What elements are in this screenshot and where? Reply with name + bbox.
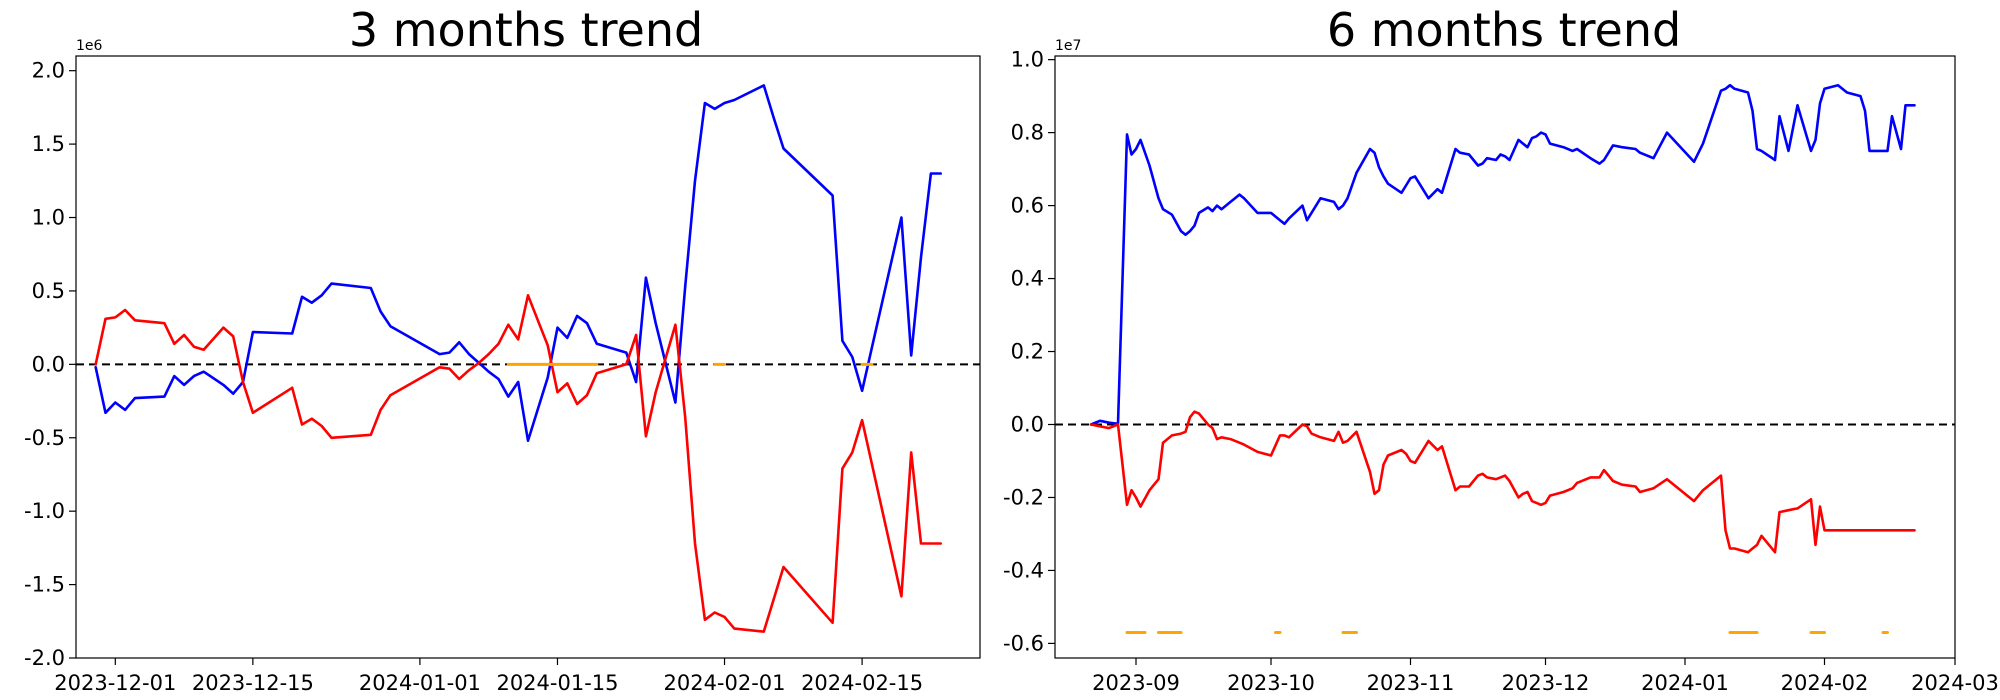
left-y-tick-label: 1.5 [32,132,65,156]
right-chart-title: 6 months trend [1327,3,1681,57]
right-y-tick-label: -0.4 [1003,558,1044,582]
left-y-tick-label: 1.0 [32,206,65,230]
right-x-tick-label: 2024-02 [1781,671,1869,695]
right-y-tick-label: 0.8 [1011,121,1044,145]
left-y-scale-label: 1e6 [76,38,103,54]
right-y-tick-label: 0.0 [1011,412,1044,436]
left-series-line-blue [94,84,943,443]
right-x-tick-label: 2024-03 [1911,671,1999,695]
right-x-tick-label: 2023-09 [1092,671,1180,695]
right-x-tick-label: 2024-01 [1641,671,1729,695]
right-y-tick-label: 0.4 [1011,267,1044,291]
right-x-tick-label: 2023-12 [1502,671,1590,695]
left-chart-title: 3 months trend [349,3,703,57]
right-series-line-red [1089,410,1916,554]
right-plot-area: 1.0 0.8 0.6 0.4 0.2 0.0 -0.2 -0.4 -0.6 2023-09 202… [1003,48,1999,695]
left-y-tick-label: 0.5 [32,279,65,303]
right-y-tick-label: -0.6 [1003,631,1044,655]
left-x-tick-label: 2024-02-01 [663,671,785,695]
right-y-scale-label: 1e7 [1055,38,1081,54]
left-y-tick-label: -1.0 [24,499,65,523]
right-y-tick-label: 0.2 [1011,340,1044,364]
right-chart-panel: 6 months trend 1e7 1.0 0.8 0.6 0.4 0.2 0.0 -0.… [1003,3,1999,695]
right-series-line-blue [1089,83,1916,426]
left-y-tick-label: 2.0 [32,59,65,83]
left-x-tick-label: 2024-01-01 [359,671,481,695]
right-x-tick-label: 2023-10 [1227,671,1315,695]
right-y-tick-label: 0.6 [1011,194,1044,218]
left-x-tick-label: 2023-12-01 [54,671,176,695]
right-y-tick-label: 1.0 [1011,48,1044,72]
left-y-tick-label: -0.5 [24,426,65,450]
left-chart-panel: 3 months trend 1e6 2.0 1.5 1.0 0.5 0.0 -0.5 -1… [24,3,981,695]
left-series-line-red [94,293,943,633]
left-x-tick-label: 2023-12-15 [192,671,314,695]
left-x-tick-label: 2024-01-15 [496,671,618,695]
left-plot-area: 2.0 1.5 1.0 0.5 0.0 -0.5 -1.0 -1.5 -2.02023-12-0… [24,55,981,695]
right-y-tick-label: -0.2 [1003,485,1044,509]
right-x-tick-label: 2023-11 [1367,671,1455,695]
left-y-tick-label: -1.5 [24,573,65,597]
left-y-tick-label: 0.0 [32,352,65,376]
left-axes-frame [75,55,981,659]
left-y-tick-label: -2.0 [24,646,65,670]
right-axes-frame [1054,55,1956,659]
left-x-tick-label: 2024-02-15 [801,671,923,695]
